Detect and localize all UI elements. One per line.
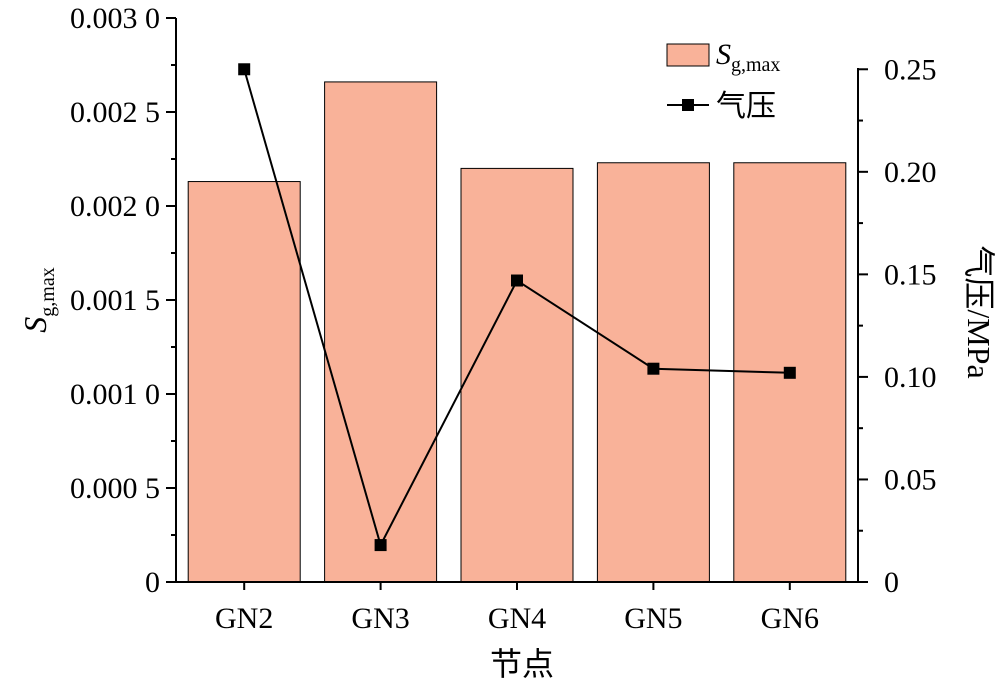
y-tick-label: 0.002 0 — [70, 190, 160, 223]
pressure-point-gn3 — [374, 539, 387, 552]
legend-line-label: 气压 — [716, 90, 776, 123]
x-tick-label: GN4 — [488, 602, 546, 635]
legend: Sg,max 气压 — [666, 38, 780, 123]
legend-bar-swatch — [666, 43, 710, 67]
y2-tick-label: 0.25 — [884, 53, 937, 86]
pressure-point-gn2 — [238, 63, 251, 76]
x-axis-title: 节点 — [490, 646, 554, 682]
y-axis-title: Sg,max — [17, 267, 59, 332]
bar-gn4 — [460, 167, 574, 583]
bar-gn3 — [324, 81, 438, 583]
y-tick-label: 0 — [145, 566, 160, 599]
y-tick-label: 0.002 5 — [70, 96, 160, 129]
line-series — [238, 63, 796, 552]
pressure-point-gn5 — [647, 362, 660, 375]
pressure-point-gn4 — [511, 274, 523, 287]
y2-tick-label: 0 — [884, 566, 899, 599]
ticks: 0 0.000 5 0.001 0 0.001 5 0.002 0 0.002 5 0.00… — [70, 2, 937, 635]
x-tick-label: GN3 — [351, 602, 409, 635]
legend-bar-label: Sg,max — [716, 38, 780, 76]
pressure-point-gn6 — [783, 366, 796, 379]
legend-line-marker — [682, 99, 694, 111]
x-tick-label: GN6 — [761, 602, 819, 635]
bar-gn2 — [187, 181, 301, 583]
y2-tick-label: 0.20 — [884, 156, 937, 189]
y-tick-label: 0.001 0 — [70, 378, 160, 411]
y-tick-label: 0.001 5 — [70, 284, 160, 317]
y2-tick-label: 0.10 — [884, 361, 937, 394]
y2-axis-title: 气压/MPa — [961, 245, 997, 378]
x-tick-label: GN2 — [215, 602, 273, 635]
y2-tick-label: 0.05 — [884, 463, 937, 496]
y-tick-label: 0.000 5 — [70, 472, 160, 505]
x-tick-label: GN5 — [624, 602, 682, 635]
y2-tick-label: 0.15 — [884, 258, 937, 291]
y-tick-label: 0.003 0 — [70, 2, 160, 35]
